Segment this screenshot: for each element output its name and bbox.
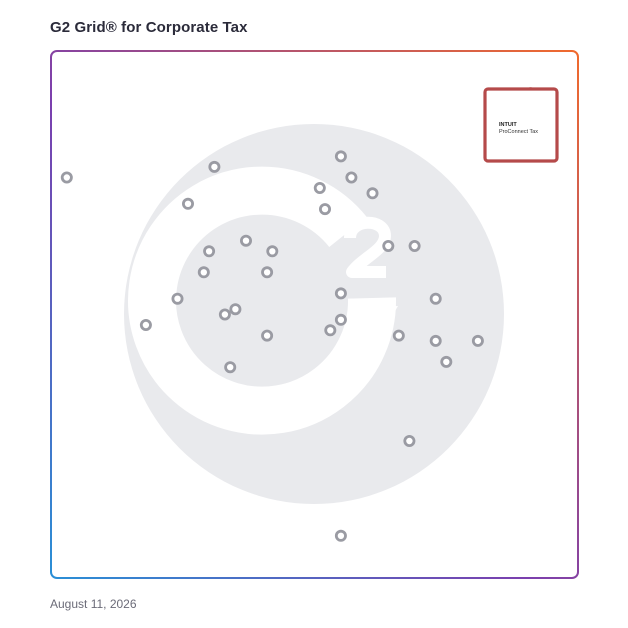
product-point[interactable]: [408, 239, 421, 252]
product-point[interactable]: [429, 292, 442, 305]
product-point[interactable]: [318, 203, 331, 216]
product-point[interactable]: [208, 160, 221, 173]
product-point[interactable]: [382, 239, 395, 252]
chart-title: G2 Grid® for Corporate Tax: [50, 19, 248, 36]
product-point[interactable]: [171, 292, 184, 305]
product-point[interactable]: [334, 150, 347, 163]
product-point[interactable]: [261, 266, 274, 279]
product-point[interactable]: [334, 287, 347, 300]
product-point[interactable]: [334, 529, 347, 542]
product-point[interactable]: [334, 313, 347, 326]
product-point[interactable]: [224, 361, 237, 374]
product-point[interactable]: [239, 234, 252, 247]
product-name: ProConnect Tax: [499, 129, 538, 135]
product-point[interactable]: [229, 303, 242, 316]
product-point[interactable]: [313, 181, 326, 194]
product-point[interactable]: [345, 171, 358, 184]
highlighted-product-card[interactable]: INTUIT ProConnect Tax: [483, 87, 559, 163]
g2-watermark-logo: [124, 124, 504, 504]
product-point[interactable]: [366, 187, 379, 200]
product-point[interactable]: [203, 245, 216, 258]
product-point[interactable]: [266, 245, 279, 258]
product-point[interactable]: [403, 434, 416, 447]
product-point[interactable]: [181, 197, 194, 210]
product-point[interactable]: [429, 334, 442, 347]
product-point[interactable]: [324, 324, 337, 337]
product-point[interactable]: [218, 308, 231, 321]
product-point[interactable]: [261, 329, 274, 342]
product-point[interactable]: [60, 171, 73, 184]
product-point[interactable]: [197, 266, 210, 279]
report-date: August 11, 2026: [50, 597, 137, 611]
vendor-name: INTUIT: [499, 122, 517, 128]
product-point[interactable]: [139, 318, 152, 331]
product-point[interactable]: [471, 334, 484, 347]
product-point[interactable]: [440, 355, 453, 368]
product-point[interactable]: [392, 329, 405, 342]
grid-border: [50, 50, 579, 579]
